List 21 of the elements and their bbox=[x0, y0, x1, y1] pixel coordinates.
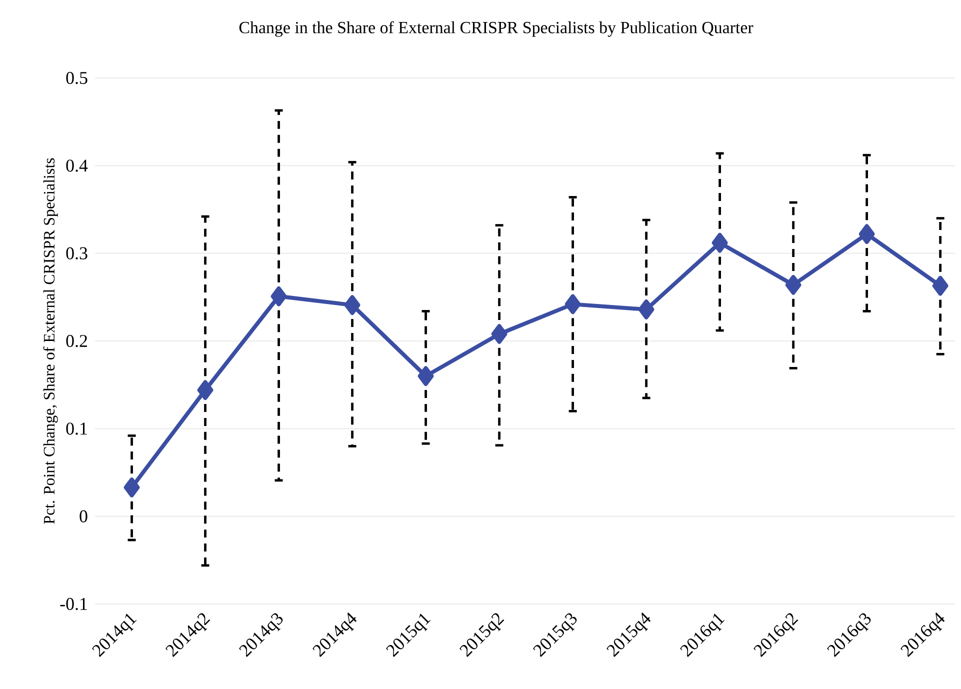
point bbox=[270, 286, 287, 306]
point bbox=[932, 276, 948, 296]
point bbox=[418, 366, 434, 386]
point bbox=[638, 299, 654, 320]
point bbox=[124, 477, 140, 498]
y-tick-label: 0.1 bbox=[66, 422, 87, 435]
y-tick-label: 0 bbox=[80, 510, 88, 522]
point bbox=[344, 295, 360, 316]
point bbox=[785, 274, 802, 295]
chart-title: Change in the Share of External CRISPR Specialists by Publication Quarter bbox=[239, 21, 754, 37]
y-tick-label: -0.1 bbox=[60, 598, 87, 610]
point bbox=[564, 294, 581, 314]
y-tick-label: 0.3 bbox=[66, 247, 88, 260]
y-tick-label: 0.4 bbox=[66, 160, 88, 172]
point bbox=[858, 224, 875, 244]
y-tick-label: 0.2 bbox=[66, 334, 87, 348]
point bbox=[491, 324, 508, 344]
point bbox=[712, 232, 728, 253]
point bbox=[197, 380, 214, 400]
y-axis-title: Pct. Point Change, Share of External CRISPR Specialists bbox=[43, 158, 58, 524]
y-tick-label: 0.5 bbox=[66, 72, 88, 84]
